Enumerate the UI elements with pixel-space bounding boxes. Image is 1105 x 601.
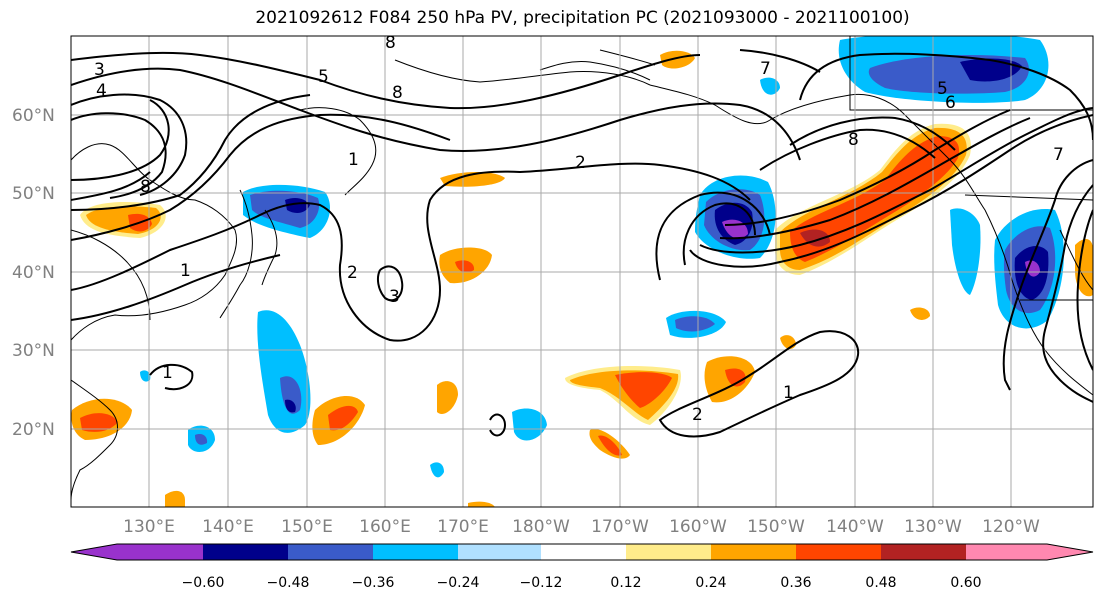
colorbar-tick-label: 0.24 [695, 575, 726, 591]
svg-text:3: 3 [389, 287, 400, 307]
lon-tick: 150°E [281, 517, 333, 537]
lon-tick: 140°E [202, 517, 254, 537]
colorbar-cell [881, 544, 967, 560]
colorbar-extend-high [1047, 544, 1093, 560]
colorbar-cell [288, 544, 374, 560]
colorbar-cell [203, 544, 289, 560]
svg-text:1: 1 [783, 383, 794, 403]
svg-text:7: 7 [1053, 145, 1064, 165]
colorbar-tick-label: 0.12 [610, 575, 641, 591]
colorbar-tick-label: 0.48 [865, 575, 896, 591]
svg-text:6: 6 [945, 93, 956, 113]
lon-tick: 160°W [669, 517, 727, 537]
lon-tick: 180°W [512, 517, 570, 537]
lat-tick: 40°N [12, 263, 55, 283]
svg-text:8: 8 [385, 33, 396, 53]
svg-text:8: 8 [392, 83, 403, 103]
colorbar-cell [711, 544, 797, 560]
lon-tick: 160°E [359, 517, 411, 537]
svg-text:8: 8 [848, 130, 859, 150]
svg-text:5: 5 [318, 67, 329, 87]
lat-tick-labels: 60°N 50°N 40°N 30°N 20°N [12, 106, 55, 440]
pv-contours [71, 49, 1093, 438]
gridlines [71, 36, 1093, 507]
svg-text:2: 2 [575, 153, 586, 173]
lat-tick: 50°N [12, 184, 55, 204]
svg-text:8: 8 [140, 177, 151, 197]
lon-tick-labels: 130°E 140°E 150°E 160°E 170°E 180°W 170°… [123, 517, 1040, 537]
lat-tick: 20°N [12, 420, 55, 440]
colorbar-tick-label: −0.48 [267, 575, 310, 591]
colorbar-cell [966, 544, 1048, 560]
svg-text:5: 5 [937, 79, 948, 99]
lon-tick: 140°W [826, 517, 884, 537]
colorbar-tick-label: −0.36 [352, 575, 395, 591]
colorbar-tick-label: 0.60 [950, 575, 981, 591]
colorbar-tick-label: −0.12 [520, 575, 563, 591]
lat-tick: 30°N [12, 341, 55, 361]
colorbar-cell [541, 544, 627, 560]
svg-text:1: 1 [348, 150, 359, 170]
lon-tick: 170°E [437, 517, 489, 537]
map-title: 2021092612 F084 250 hPa PV, precipitatio… [255, 8, 910, 28]
colorbar-cell [458, 544, 542, 560]
contour-labels: 3 4 5 8 1 2 2 3 1 8 7 8 5 6 7 1 2 1 8 [94, 33, 1064, 425]
svg-text:4: 4 [96, 81, 107, 101]
precip-shading [71, 36, 1093, 507]
lon-tick: 170°W [591, 517, 649, 537]
colorbar-extend-low [71, 544, 117, 560]
svg-text:3: 3 [94, 60, 105, 80]
colorbar-tick-label: 0.36 [780, 575, 811, 591]
plot-frame [70, 35, 1094, 508]
svg-text:2: 2 [692, 405, 703, 425]
lon-tick: 150°W [747, 517, 805, 537]
colorbar-tick-label: −0.60 [182, 575, 225, 591]
lat-tick: 60°N [12, 106, 55, 126]
lon-tick: 120°W [982, 517, 1040, 537]
svg-text:2: 2 [347, 263, 358, 283]
svg-text:1: 1 [162, 363, 173, 383]
svg-text:1: 1 [180, 261, 191, 281]
colorbar-cell [626, 544, 712, 560]
colorbar-cell [117, 544, 204, 560]
colorbar-tick-label: −0.24 [437, 575, 480, 591]
colorbar-cell [796, 544, 882, 560]
colorbar-cell [373, 544, 459, 560]
svg-text:7: 7 [760, 59, 771, 79]
lon-tick: 130°W [904, 517, 962, 537]
lon-tick: 130°E [123, 517, 175, 537]
colorbar: −0.60 −0.48 −0.36 −0.24 −0.12 0.12 0.24 0.36 0.4… [70, 543, 1094, 591]
